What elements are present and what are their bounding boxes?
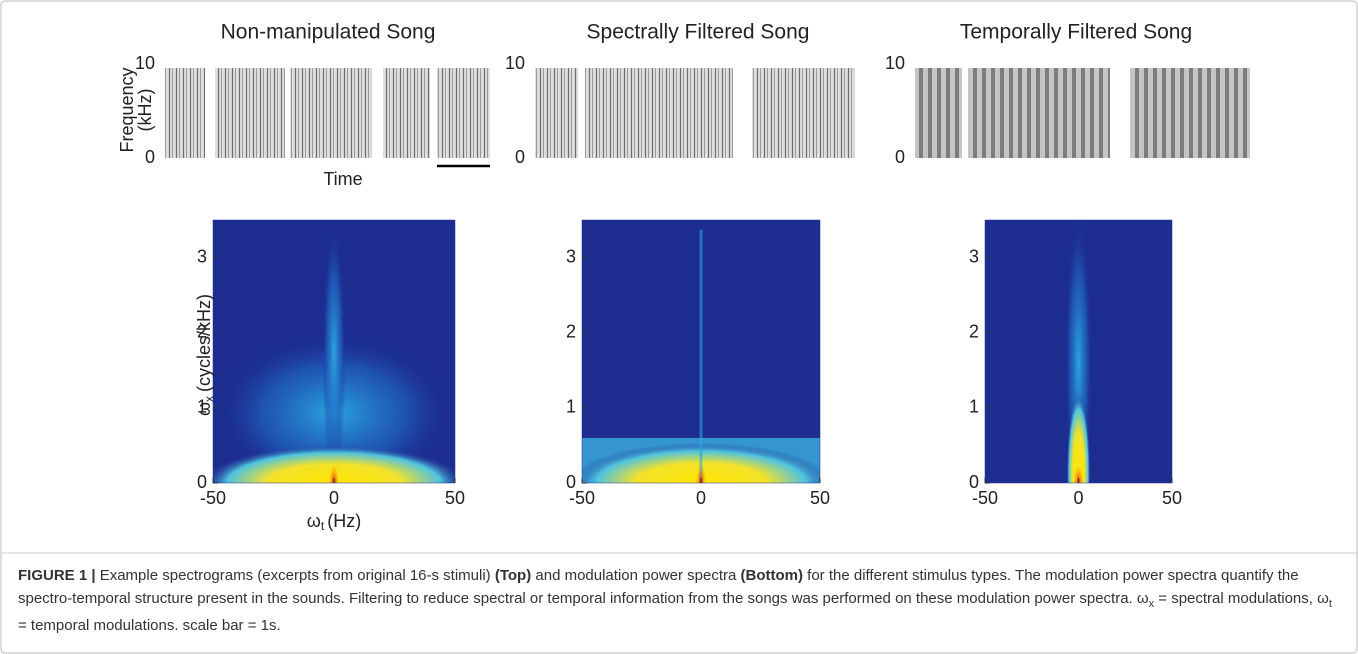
glow xyxy=(1066,393,1091,483)
panel-title: Temporally Filtered Song xyxy=(960,21,1192,44)
label-part: ω xyxy=(307,511,321,531)
caption-run: and modulation power spectra xyxy=(531,567,741,584)
spectrogram-segment xyxy=(585,68,733,158)
heatmap xyxy=(213,220,455,483)
x-axis-label: Time xyxy=(323,169,362,189)
y-tick-label: 0 xyxy=(145,147,155,167)
x-tick-label: 50 xyxy=(810,488,830,508)
label-part: t xyxy=(321,519,325,533)
glow xyxy=(1073,465,1084,483)
y-tick-label: 3 xyxy=(197,246,207,266)
spectrogram-segment xyxy=(165,68,205,158)
panel-title: Spectrally Filtered Song xyxy=(587,21,810,44)
x-tick-label: 50 xyxy=(1162,488,1182,508)
caption: FIGURE 1 | Example spectrograms (excerpt… xyxy=(18,565,1338,638)
x-tick-label: -50 xyxy=(972,488,998,508)
y-tick-label: 2 xyxy=(969,321,979,341)
caption-run: = spectral modulations, ω xyxy=(1154,589,1329,607)
y-tick-label: 0 xyxy=(566,472,576,492)
panel-title: Non-manipulated Song xyxy=(221,21,436,44)
spectrogram-segment xyxy=(535,68,578,158)
y-tick-label: 1 xyxy=(969,397,979,417)
x-axis-label: ωt (Hz) xyxy=(307,511,361,533)
caption-run: x xyxy=(1148,597,1155,610)
spectrogram-segment xyxy=(290,68,372,158)
y-axis-label: Frequency xyxy=(117,67,137,152)
spectrogram-segment xyxy=(752,68,855,158)
x-tick-label: 0 xyxy=(1073,488,1083,508)
caption-run: Example spectrograms (excerpts from orig… xyxy=(95,567,495,584)
caption-run: (Top) xyxy=(494,567,532,584)
caption-run: t xyxy=(1328,597,1332,610)
y-tick-label: 10 xyxy=(505,53,525,73)
y-tick-label: 0 xyxy=(197,472,207,492)
y-tick-label: 10 xyxy=(885,53,905,73)
heatmap xyxy=(582,220,820,483)
y-tick-label: 0 xyxy=(895,147,905,167)
spectrogram-segment xyxy=(968,68,1110,158)
y-tick-label: 1 xyxy=(566,397,576,417)
label-part: (cycles/kHz) xyxy=(194,294,214,392)
x-tick-label: 0 xyxy=(329,488,339,508)
x-tick-label: -50 xyxy=(200,488,226,508)
label-part: (Hz) xyxy=(327,511,361,531)
y-tick-label: 0 xyxy=(969,472,979,492)
heatmap xyxy=(985,220,1172,483)
y-tick-label: 3 xyxy=(969,246,979,266)
caption-run: for the different stimulus types. The mo… xyxy=(18,567,1299,607)
spectrogram-segment xyxy=(383,68,430,158)
y-tick-label: 0 xyxy=(515,147,525,167)
y-tick-label: 1 xyxy=(197,397,207,417)
x-tick-label: 50 xyxy=(445,488,465,508)
spectrogram-segment xyxy=(1130,68,1250,158)
label-part: x xyxy=(202,396,216,402)
y-tick-label: 10 xyxy=(135,53,155,73)
caption-run: (Bottom) xyxy=(740,567,803,584)
glow xyxy=(699,230,703,483)
glow xyxy=(322,223,346,483)
glow xyxy=(329,465,339,483)
y-axis-label: (kHz) xyxy=(135,89,155,132)
label-part: ω xyxy=(194,402,214,416)
x-tick-label: 0 xyxy=(696,488,706,508)
y-axis-label: ωx (cycles/kHz) xyxy=(194,294,216,416)
y-tick-label: 2 xyxy=(197,321,207,341)
y-tick-label: 3 xyxy=(566,246,576,266)
y-tick-label: 2 xyxy=(566,321,576,341)
glow xyxy=(213,445,455,483)
glow xyxy=(696,465,706,483)
spectrogram-segment xyxy=(215,68,285,158)
caption-run: = temporal modulations. scale bar = 1s. xyxy=(18,617,281,634)
caption-run: FIGURE 1 | xyxy=(18,567,96,584)
x-tick-label: -50 xyxy=(569,488,595,508)
spectrogram-segment xyxy=(915,68,962,158)
spectrogram-segment xyxy=(437,68,490,158)
